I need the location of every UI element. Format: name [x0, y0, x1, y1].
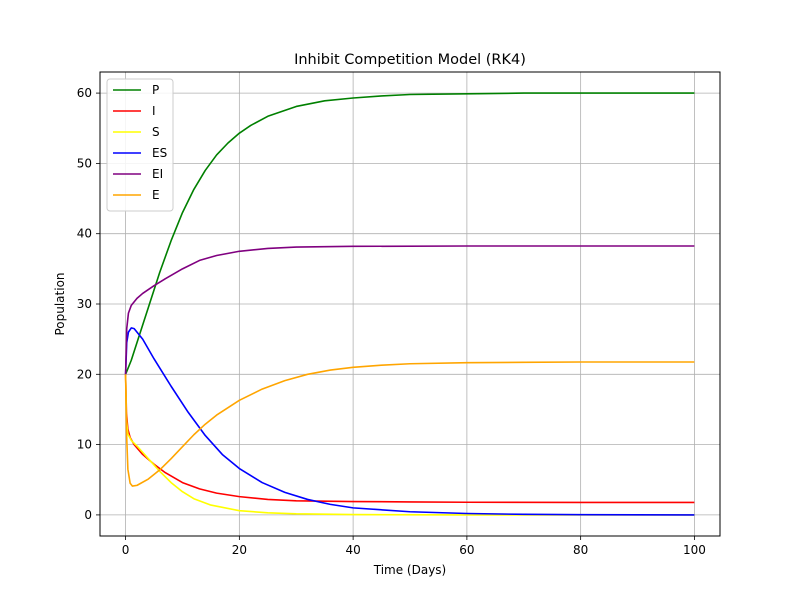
y-axis-ticks: 0 10 20 30 40 50 60 — [77, 86, 100, 522]
legend-label: S — [152, 125, 160, 139]
y-tick-label: 50 — [77, 156, 92, 170]
legend-box — [106, 78, 174, 212]
grid-lines — [100, 72, 720, 536]
series-line-s — [124, 374, 695, 516]
legend-label: P — [152, 83, 159, 97]
y-tick-label: 40 — [77, 227, 92, 241]
y-tick-label: 60 — [77, 86, 92, 100]
x-tick-label: 0 — [122, 543, 130, 557]
legend-label: E — [152, 188, 160, 202]
y-tick-label: 30 — [77, 297, 92, 311]
x-axis-label: Time (Days) — [373, 563, 447, 577]
legend-label: ES — [152, 146, 167, 160]
x-tick-label: 100 — [683, 543, 706, 557]
legend: PIS ES EI E — [106, 78, 174, 212]
y-axis-label: Population — [53, 272, 67, 335]
series-layer — [124, 92, 695, 516]
x-tick-label: 60 — [459, 543, 474, 557]
series-line-es — [124, 327, 695, 516]
series-line-ei — [124, 245, 695, 375]
y-tick-label: 0 — [84, 508, 92, 522]
legend-label: EI — [152, 167, 163, 181]
series-line-e — [124, 361, 695, 487]
x-tick-label: 40 — [345, 543, 360, 557]
y-tick-label: 10 — [77, 438, 92, 452]
y-tick-label: 20 — [77, 367, 92, 381]
x-tick-label: 20 — [232, 543, 247, 557]
legend-label: I — [152, 104, 156, 118]
x-axis-ticks: 0 20 40 60 80 100 — [122, 536, 706, 557]
chart-title: Inhibit Competition Model (RK4) — [294, 52, 526, 68]
x-tick-label: 80 — [573, 543, 588, 557]
